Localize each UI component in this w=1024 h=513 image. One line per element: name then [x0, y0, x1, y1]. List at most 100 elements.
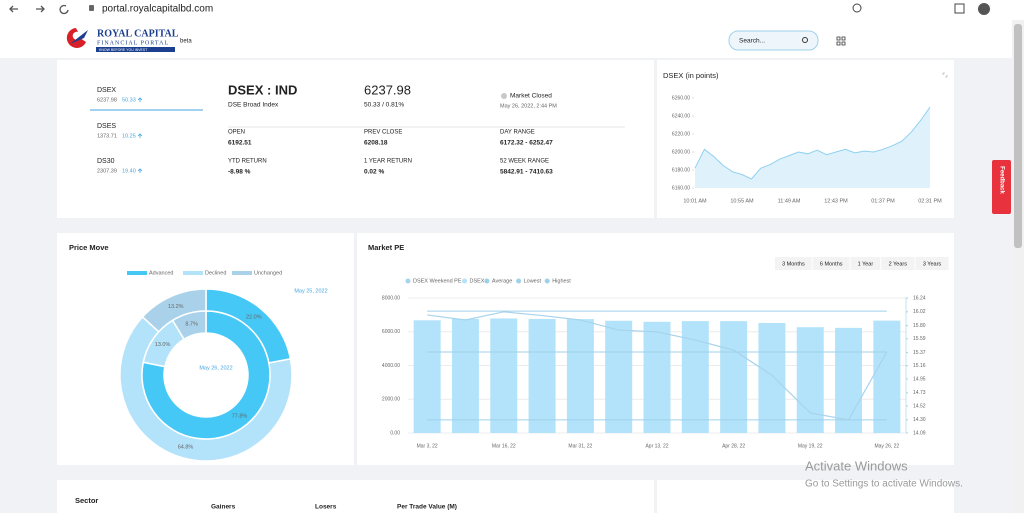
legend-dot[interactable] — [544, 278, 550, 284]
chart-title: Market PE — [368, 243, 404, 252]
y2-tick-label: 14.73 — [913, 390, 926, 396]
slice-label: 8.7% — [185, 321, 198, 327]
browser-bar — [0, 0, 1024, 20]
range-label[interactable]: 3 Months — [782, 261, 805, 267]
timestamp: May 26, 2022, 2:44 PM — [500, 103, 557, 109]
feedback-tab[interactable] — [992, 160, 1011, 214]
x-tick-label: Apr 28, 22 — [722, 443, 745, 449]
slice-label: 13.0% — [155, 342, 171, 348]
expand-icon[interactable] — [942, 72, 948, 78]
sector-panel — [57, 480, 654, 513]
index-value[interactable]: 1373.71 — [97, 133, 117, 139]
range-button[interactable] — [915, 257, 949, 270]
index-change[interactable]: 50.33 — [122, 97, 136, 103]
bar[interactable] — [758, 322, 786, 433]
index-change[interactable]: 10.25 — [122, 133, 136, 139]
reload[interactable] — [59, 4, 69, 15]
index-name[interactable]: DSEX — [97, 87, 116, 94]
x-tick-label: 10:55 AM — [730, 198, 754, 204]
range-label[interactable]: 1 Year — [858, 261, 874, 267]
donut-slice[interactable] — [171, 310, 207, 341]
search-box[interactable] — [728, 30, 819, 51]
index-value[interactable]: 6237.98 — [97, 97, 117, 103]
legend-dot[interactable] — [516, 278, 522, 284]
lock-icon — [89, 5, 94, 11]
bar[interactable] — [490, 318, 518, 433]
legend-label[interactable]: DSEX Weekend PE — [413, 278, 462, 284]
bar[interactable] — [835, 327, 863, 433]
x-tick-label: Mar 3, 22 — [417, 443, 438, 449]
up-arrow — [137, 133, 143, 138]
bar[interactable] — [873, 320, 901, 433]
bar[interactable] — [413, 320, 441, 433]
url[interactable]: portal.royalcapitalbd.com — [102, 4, 213, 15]
stat-label: 1 YEAR RETURN — [364, 159, 412, 165]
legend-dot[interactable] — [484, 278, 490, 284]
index-value[interactable]: 2307.39 — [97, 168, 117, 174]
x-tick-label: 12:43 PM — [824, 198, 848, 204]
search-placeholder[interactable]: Search... — [739, 38, 765, 45]
y2-tick-label: 15.59 — [913, 336, 926, 342]
y2-tick-label: 15.16 — [913, 363, 926, 369]
donut-slice[interactable] — [141, 310, 271, 440]
legend-dot[interactable] — [405, 278, 411, 284]
range-label[interactable]: 2 Years — [889, 261, 908, 267]
apps-icon[interactable] — [836, 36, 846, 46]
range-button[interactable] — [850, 257, 881, 270]
y2-tick-label: 16.02 — [913, 309, 926, 315]
ring-name: May 25, 2022 — [294, 288, 327, 294]
legend-label[interactable]: Advanced — [149, 270, 173, 276]
bar[interactable] — [451, 318, 479, 433]
index-name[interactable]: DS30 — [97, 158, 115, 165]
x-tick-label: Mar 16, 22 — [492, 443, 516, 449]
column-header: Per Trade Value (M) — [397, 504, 457, 511]
search-icon[interactable] — [802, 37, 808, 43]
range-button[interactable] — [812, 257, 850, 270]
bar[interactable] — [566, 319, 594, 433]
y2-tick-label: 14.30 — [913, 417, 926, 423]
scroll-thumb[interactable] — [1014, 24, 1022, 248]
chart-title: Price Move — [69, 243, 109, 252]
avatar[interactable] — [978, 3, 990, 15]
x-tick-label: May 19, 22 — [798, 443, 823, 449]
legend-dot[interactable] — [462, 278, 467, 284]
legend-label[interactable]: Highest — [552, 278, 571, 284]
y-tick-label: 2000.00 — [382, 397, 400, 403]
x-tick-label: 11:49 AM — [778, 198, 801, 204]
stat-value: 5842.91 - 7410.63 — [500, 169, 553, 176]
feedback-label[interactable]: Feedback — [998, 166, 1004, 194]
index-name[interactable]: DSES — [97, 123, 116, 130]
index-change[interactable]: 19.40 — [122, 168, 136, 174]
legend-swatch[interactable] — [232, 271, 252, 275]
bar[interactable] — [643, 321, 671, 433]
legend-label[interactable]: DSEX — [470, 278, 485, 284]
bar[interactable] — [720, 321, 748, 433]
y-tick-label: 8000.00 — [382, 295, 400, 301]
legend-label[interactable]: Lowest — [524, 278, 542, 284]
chart-title: DSEX (in points) — [663, 71, 719, 80]
zoom-icon[interactable] — [852, 3, 862, 13]
sidebar-icon[interactable] — [954, 3, 965, 14]
bar[interactable] — [796, 327, 824, 433]
y-tick-label: 6240.00 — [672, 113, 690, 119]
legend-swatch[interactable] — [183, 271, 203, 275]
range-button[interactable] — [881, 257, 915, 270]
range-button[interactable] — [775, 257, 812, 270]
side-panel — [657, 480, 954, 513]
bar[interactable] — [528, 318, 556, 433]
legend-swatch[interactable] — [127, 271, 147, 275]
legend-label[interactable]: Declined — [205, 270, 226, 276]
nav-arrows[interactable] — [9, 5, 45, 13]
range-label[interactable]: 3 Years — [923, 261, 942, 267]
beta-badge: beta — [180, 39, 192, 45]
legend-label[interactable]: Unchanged — [254, 270, 282, 276]
y2-tick-label: 14.95 — [913, 376, 926, 382]
range-label[interactable]: 6 Months — [820, 261, 843, 267]
logo-band — [96, 47, 175, 52]
summary-subtitle: DSE Broad Index — [228, 102, 279, 109]
logo-subtitle: FINANCIAL PORTAL — [97, 40, 169, 46]
legend-label[interactable]: Average — [492, 278, 512, 284]
ring-name: May 26, 2022 — [199, 365, 232, 371]
bar[interactable] — [605, 320, 633, 433]
